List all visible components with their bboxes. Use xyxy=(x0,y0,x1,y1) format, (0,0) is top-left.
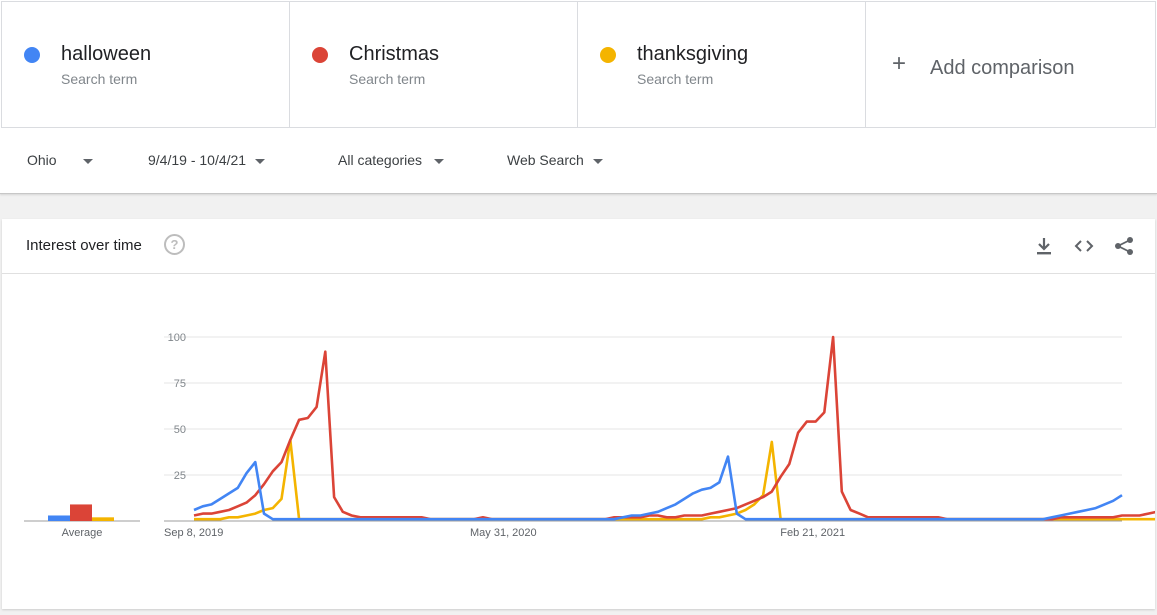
x-tick-label: May 31, 2020 xyxy=(470,527,537,539)
term-name[interactable]: halloween xyxy=(61,43,152,65)
term-name[interactable]: Christmas xyxy=(349,43,440,65)
y-tick-label: 100 xyxy=(168,332,186,344)
card-title: Interest over time xyxy=(26,237,142,254)
plus-icon: + xyxy=(892,50,907,77)
download-icon[interactable] xyxy=(1033,235,1055,257)
interest-chart: 25 50 75 100 Average Sep 8, 2019 May 31, 202… xyxy=(24,332,1155,539)
average-bar-Christmas[interactable] xyxy=(70,504,92,521)
card-header: Interest over time ? xyxy=(2,219,1155,274)
category-value: All categories xyxy=(338,152,423,168)
region-dropdown[interactable]: Ohio xyxy=(27,152,93,168)
share-icon[interactable] xyxy=(1113,235,1135,257)
filter-bar: Ohio 9/4/19 - 10/4/21 All categories Web… xyxy=(0,128,1157,192)
average-bar-thanksgiving[interactable] xyxy=(92,517,114,521)
caret-down-icon xyxy=(82,158,93,164)
x-tick-labels: Sep 8, 2019 May 31, 2020 Feb 21, 2021 xyxy=(164,527,845,539)
y-tick-label: 50 xyxy=(174,424,186,436)
series-line-Christmas[interactable] xyxy=(193,335,1155,521)
region-value: Ohio xyxy=(27,152,57,168)
category-dropdown[interactable]: All categories xyxy=(338,152,445,168)
caret-down-icon xyxy=(255,158,266,164)
embed-icon[interactable] xyxy=(1073,235,1095,257)
term-color-dot xyxy=(24,47,40,63)
series-lines xyxy=(193,335,1155,521)
series-line-thanksgiving[interactable] xyxy=(194,438,1155,521)
y-tick-label: 75 xyxy=(174,378,186,390)
term-name[interactable]: thanksgiving xyxy=(637,43,749,65)
comparison-terms: halloween Search term Christmas Search t… xyxy=(1,1,1156,128)
help-icon[interactable]: ? xyxy=(164,234,185,255)
explore-header: halloween Search term Christmas Search t… xyxy=(0,0,1157,194)
average-bars: Average xyxy=(24,504,140,539)
term-color-dot xyxy=(312,47,328,63)
add-comparison-button[interactable]: + Add comparison xyxy=(865,2,1156,127)
term-type: Search term xyxy=(349,71,426,87)
x-tick-label: Sep 8, 2019 xyxy=(164,527,223,539)
interest-over-time-card: Interest over time ? 25 50 75 100 Average S… xyxy=(2,219,1155,609)
search-type-value: Web Search xyxy=(507,152,584,168)
term-card-christmas[interactable]: Christmas Search term xyxy=(289,2,577,127)
average-label: Average xyxy=(62,527,103,539)
search-type-dropdown[interactable]: Web Search xyxy=(507,152,603,168)
term-type: Search term xyxy=(61,71,138,87)
date-range-value: 9/4/19 - 10/4/21 xyxy=(148,152,247,168)
add-comparison-label: Add comparison xyxy=(930,57,1075,79)
date-range-dropdown[interactable]: 9/4/19 - 10/4/21 xyxy=(148,152,266,168)
grid-layer: 25 50 75 100 xyxy=(164,332,1122,522)
caret-down-icon xyxy=(592,158,603,164)
average-bar-halloween[interactable] xyxy=(48,515,70,521)
y-tick-label: 25 xyxy=(174,470,186,482)
term-card-thanksgiving[interactable]: thanksgiving Search term xyxy=(577,2,865,127)
term-type: Search term xyxy=(637,71,714,87)
caret-down-icon xyxy=(434,158,445,164)
term-card-halloween[interactable]: halloween Search term xyxy=(1,2,289,127)
x-tick-label: Feb 21, 2021 xyxy=(780,527,845,539)
term-color-dot xyxy=(600,47,616,63)
series-line-halloween[interactable] xyxy=(193,455,1123,521)
